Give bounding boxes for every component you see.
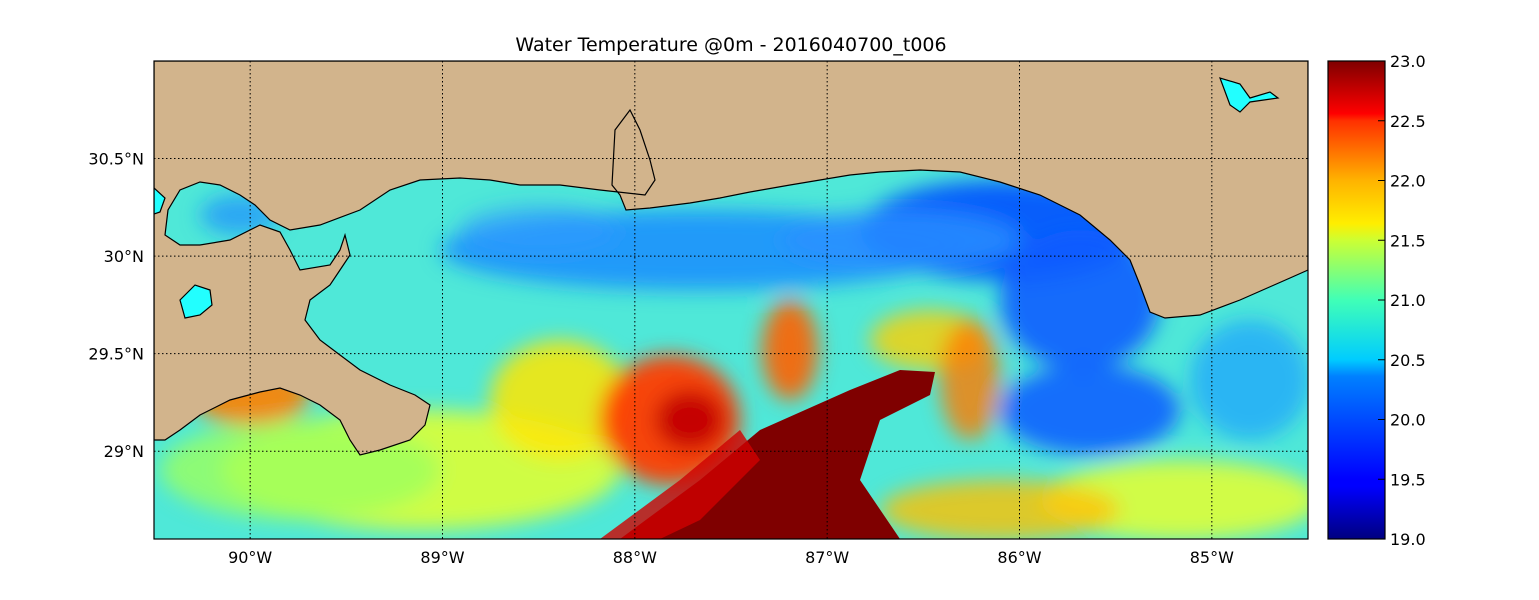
colorbar-label: 20.5 xyxy=(1390,351,1426,370)
colorbar-label: 23.0 xyxy=(1390,52,1426,71)
latitude-label: 30.5°N xyxy=(88,150,144,169)
map-frame xyxy=(153,60,1309,540)
latitude-label: 30°N xyxy=(104,247,144,266)
chart-title: Water Temperature @0m - 2016040700_t006 xyxy=(515,34,947,56)
longitude-label: 87°W xyxy=(805,548,849,567)
temperature-field xyxy=(154,61,1308,539)
longitude-label: 88°W xyxy=(613,548,657,567)
colorbar-label: 19.5 xyxy=(1390,470,1426,489)
longitude-labels: 90°W 89°W 88°W 87°W 86°W 85°W xyxy=(228,548,1234,567)
longitude-label: 89°W xyxy=(420,548,464,567)
colorbar-label: 22.0 xyxy=(1390,172,1426,191)
colorbar-ticks: 23.0 22.5 22.0 21.5 21.0 20.5 20.0 19.5 19.0 xyxy=(1378,52,1426,549)
colorbar-label: 19.0 xyxy=(1390,530,1426,549)
colorbar-label: 21.5 xyxy=(1390,231,1426,250)
latitude-labels: 30.5°N 30°N 29.5°N 29°N xyxy=(88,150,144,462)
longitude-label: 85°W xyxy=(1190,548,1234,567)
colorbar-label: 20.0 xyxy=(1390,411,1426,430)
land-mass xyxy=(154,61,1308,456)
latitude-label: 29°N xyxy=(104,442,144,461)
colorbar xyxy=(1327,60,1386,540)
latitude-label: 29.5°N xyxy=(88,345,144,364)
graticule xyxy=(154,61,1308,539)
colorbar-label: 22.5 xyxy=(1390,112,1426,131)
longitude-label: 90°W xyxy=(228,548,272,567)
longitude-label: 86°W xyxy=(997,548,1041,567)
colorbar-label: 21.0 xyxy=(1390,291,1426,310)
